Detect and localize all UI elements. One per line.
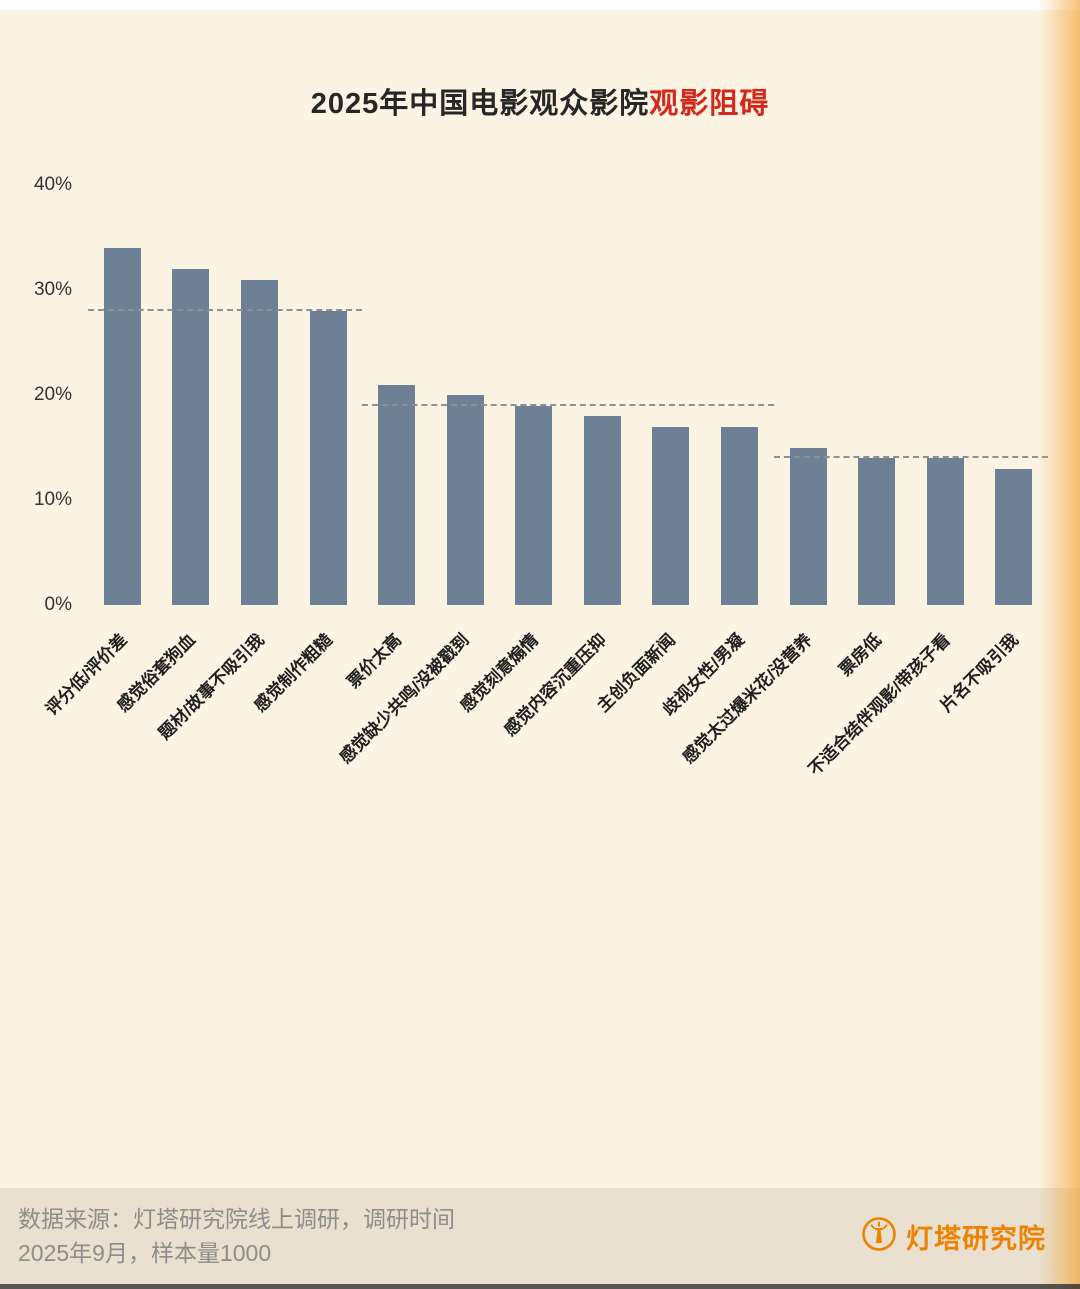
chart-title-main: 2025年中国电影观众影院 [310,88,650,120]
dengta-logo: 灯塔研究院 [861,1216,1046,1257]
bar-slot [911,185,980,605]
bottom-dark-strip [0,1284,1080,1289]
bar [720,426,758,605]
data-source-line1: 数据来源：灯塔研究院线上调研，调研时间 [18,1205,455,1232]
bar [652,426,690,605]
bar-slot [225,185,294,605]
bar-slot [980,185,1049,605]
dengta-logo-text: 灯塔研究院 [906,1223,1046,1254]
footer: 数据来源：灯塔研究院线上调研，调研时间 2025年9月，样本量1000 灯塔研究… [0,1188,1080,1284]
y-axis-tick-label: 0% [44,594,72,615]
plot-area-wrapper: 0% 10% 20% 30% 40% [34,174,1048,615]
bar [309,311,347,605]
bar-slot [88,185,157,605]
x-label-slot: 不适合结伴观影/带孩子看 [804,615,980,850]
bar [172,269,210,605]
bars-row [88,185,1048,605]
bar [926,458,964,605]
bar [995,468,1033,605]
bar-slot [705,185,774,605]
bar-slot [499,185,568,605]
top-white-strip [0,0,1080,10]
bar [378,384,416,605]
bar-slot [568,185,637,605]
chart-title: 2025年中国电影观众影院观影阻碍 [0,80,1080,122]
bar [446,395,484,605]
bar-slot [362,185,431,605]
x-label-slot: 片名不吸引我 [936,615,1049,850]
group-average-dashed-line [362,403,774,406]
x-axis-labels: 评分低/评价差 感觉俗套狗血 题材/故事不吸引我 感觉制作粗糙 票价太高 感觉缺少共鸣/没… [42,615,1049,850]
bar [583,416,621,605]
chart-title-highlight: 观影阻碍 [649,88,770,120]
bar [858,458,896,605]
x-label-slot: 题材/故事不吸引我 [155,615,294,850]
bar [103,248,141,605]
bar [515,405,553,605]
bar-slot [157,185,226,605]
plot-area [88,185,1048,605]
y-axis-tick-label: 10% [33,489,72,510]
bar-slot [637,185,706,605]
x-label-slot: 评分低/评价差 [42,615,157,850]
bar [240,279,278,605]
data-source-line2: 2025年9月，样本量1000 [18,1240,272,1266]
x-label-slot: 感觉缺少共鸣/没被戳到 [336,615,500,850]
group-average-dashed-line [88,309,363,311]
bar-slot [842,185,911,605]
y-axis-tick-label: 30% [33,279,72,300]
y-axis-tick-label: 40% [33,174,72,195]
data-source-note: 数据来源：灯塔研究院线上调研，调研时间 2025年9月，样本量1000 [18,1202,455,1271]
bar-slot [294,185,363,605]
y-axis-tick-label: 20% [33,384,72,405]
group-average-dashed-line [773,456,1048,458]
bar-slot [774,185,843,605]
bar-slot [431,185,500,605]
x-label-slot: 感觉内容沉重压抑 [501,615,637,850]
lighthouse-icon [861,1216,897,1257]
bar [789,447,827,605]
